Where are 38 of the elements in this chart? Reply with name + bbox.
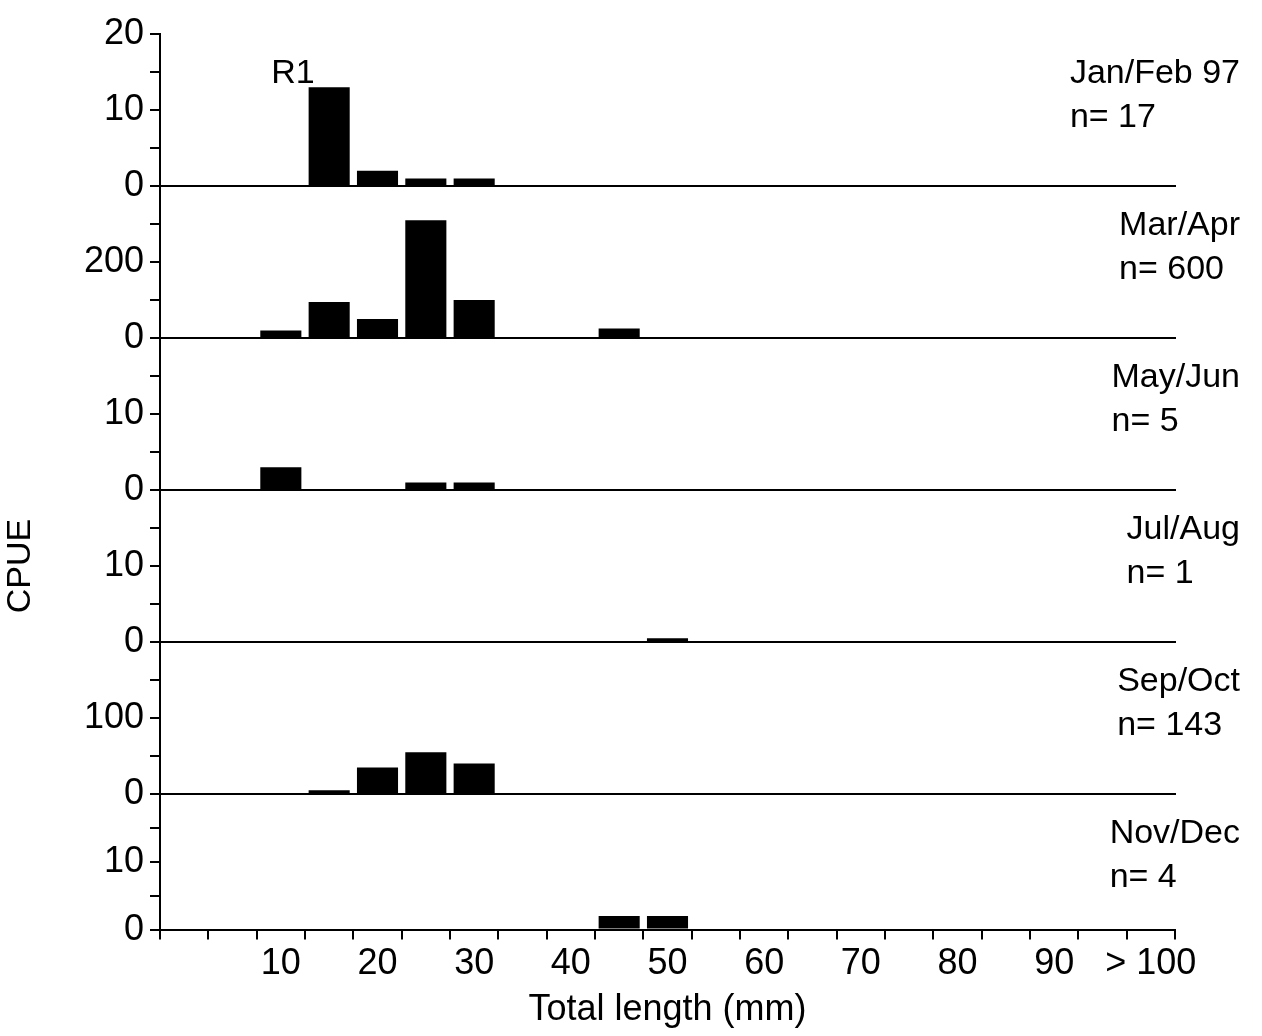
y-tick-label: 0 bbox=[123, 618, 144, 660]
annotation: n= 4 bbox=[1109, 856, 1177, 895]
y-tick-label: 10 bbox=[103, 390, 144, 432]
x-tick-label: 40 bbox=[550, 941, 591, 983]
text: Jul/Aug bbox=[1126, 508, 1240, 547]
y-tick-label: 10 bbox=[103, 86, 144, 128]
y-tick-label: 0 bbox=[123, 314, 144, 356]
text: Nov/Dec bbox=[1109, 812, 1240, 851]
annotation: n= 5 bbox=[1111, 400, 1179, 439]
text: Jan/Feb 97 bbox=[1069, 52, 1241, 91]
y-tick-label: 10 bbox=[103, 542, 144, 584]
x-tick-label: > 100 bbox=[1105, 941, 1197, 983]
text: Mar/Apr bbox=[1119, 204, 1241, 243]
x-tick-label: 90 bbox=[1034, 941, 1075, 983]
x-tick-label: 80 bbox=[937, 941, 978, 983]
y-tick-label: 0 bbox=[123, 906, 144, 948]
y-tick-label: 200 bbox=[83, 238, 144, 280]
y-tick-label: 10 bbox=[103, 838, 144, 880]
x-tick-label: 30 bbox=[454, 941, 495, 983]
annotation: n= 17 bbox=[1069, 96, 1156, 135]
annotation: R1 bbox=[271, 51, 315, 90]
y-tick-label: 0 bbox=[123, 770, 144, 812]
x-tick-label: 60 bbox=[744, 941, 785, 983]
x-axis-title: Total length (mm) bbox=[528, 987, 807, 1029]
x-tick-label: 50 bbox=[647, 941, 688, 983]
annotation: n= 1 bbox=[1126, 552, 1194, 591]
y-axis-title: CPUE bbox=[0, 518, 37, 614]
y-tick-label: 0 bbox=[123, 466, 144, 508]
x-tick-label: 10 bbox=[260, 941, 301, 983]
text: May/Jun bbox=[1111, 356, 1240, 395]
x-tick-label: 20 bbox=[357, 941, 398, 983]
x-tick-label: 70 bbox=[840, 941, 881, 983]
y-tick-label: 20 bbox=[103, 10, 144, 52]
annotation: n= 600 bbox=[1119, 248, 1225, 287]
y-tick-label: 0 bbox=[123, 162, 144, 204]
y-tick-label: 100 bbox=[83, 694, 144, 736]
text: Sep/Oct bbox=[1117, 660, 1241, 699]
annotation: n= 143 bbox=[1117, 704, 1223, 743]
